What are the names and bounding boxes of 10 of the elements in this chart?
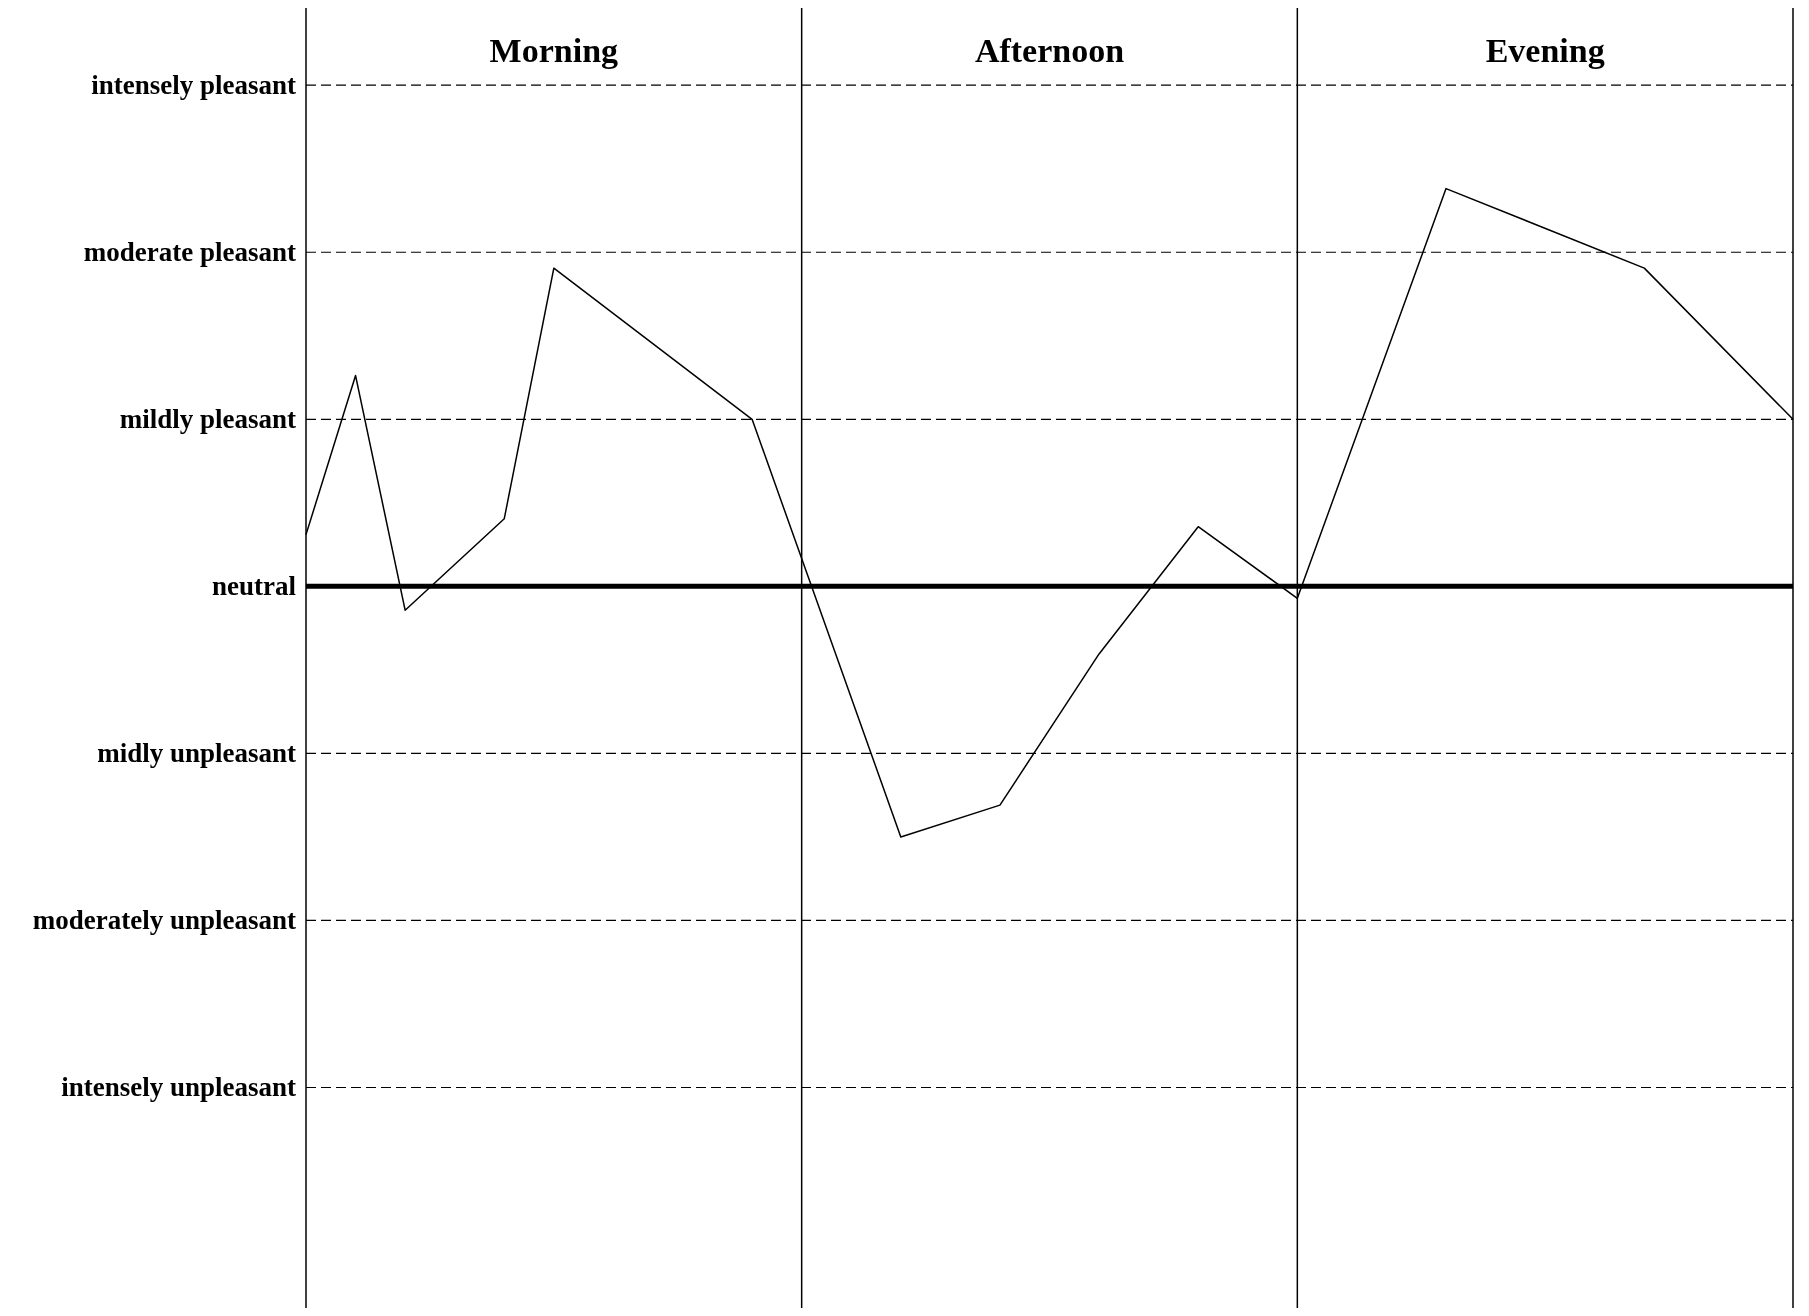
ref-line-label: moderately unpleasant [32,905,297,936]
ref-line-label: mildly pleasant [119,404,297,435]
ref-line-label: midly unpleasant [97,738,296,769]
ref-line-label: intensely unpleasant [61,1072,296,1103]
x-tick-label: Evening [1485,32,1605,70]
ref-line-label: intensely pleasant [91,70,296,101]
x-tick-label: Afternoon [974,32,1125,70]
ref-line-label: moderate pleasant [83,237,297,268]
x-tick-label: Morning [489,32,619,70]
ref-line-label: neutral [212,571,297,602]
